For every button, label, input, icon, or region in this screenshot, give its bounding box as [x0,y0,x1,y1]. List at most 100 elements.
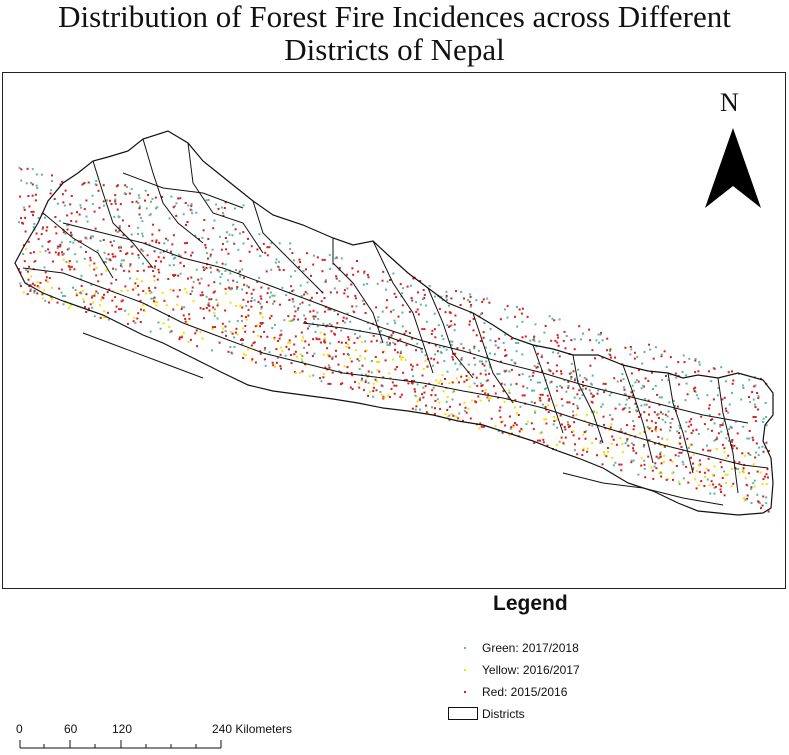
fire-point [221,243,224,245]
fire-point [198,238,200,241]
fire-point [95,274,98,277]
fire-point [603,423,605,426]
fire-point [483,364,486,367]
fire-point [288,339,291,342]
fire-point [640,457,643,460]
fire-point [340,383,342,386]
fire-point [313,352,316,355]
fire-point [687,425,690,428]
fire-point [452,414,455,417]
fire-point [364,379,367,382]
fire-point [382,397,385,400]
fire-point [400,350,402,353]
fire-point [204,243,207,246]
fire-point [406,285,409,288]
fire-point [62,252,65,255]
fire-point [327,367,330,370]
fire-point [290,285,293,288]
fire-point [536,365,539,368]
fire-point [272,364,275,367]
fire-point [224,201,227,204]
fire-point [254,325,257,328]
fire-point [658,396,661,399]
fire-point [422,298,424,300]
fire-point [459,363,462,366]
fire-point [724,380,727,383]
fire-point [394,322,397,325]
fire-point [568,372,571,375]
fire-point [553,416,556,418]
fire-point [367,381,370,384]
fire-point [391,381,394,384]
fire-point [542,441,545,444]
fire-point [138,196,141,199]
fire-point [709,492,712,495]
fire-point [596,454,598,457]
fire-point [530,422,533,425]
fire-point [98,206,101,209]
fire-point [329,267,332,270]
fire-point [271,327,274,329]
fire-point [721,422,724,425]
fire-point [229,346,232,348]
fire-point [173,205,176,208]
fire-point [121,299,124,302]
fire-point [582,447,585,450]
fire-point [572,414,575,417]
fire-point [141,220,144,223]
fire-point [533,339,536,342]
fire-point [716,436,718,439]
fire-point [401,325,404,328]
fire-point [244,325,247,327]
fire-point [609,350,612,352]
fire-point [610,391,613,394]
fire-point [615,443,618,446]
fire-point [361,364,364,367]
fire-point [590,392,593,395]
fire-point [565,390,568,393]
fire-point [386,322,389,325]
fire-point [196,345,199,348]
fire-point [57,245,59,248]
fire-point [381,279,384,282]
fire-point [142,262,144,265]
fire-point [375,339,378,342]
fire-point [61,180,64,183]
fire-point [732,482,735,485]
fire-point [304,340,307,343]
fire-point [630,391,633,394]
fire-point [179,272,182,275]
fire-point [239,275,242,278]
fire-point [251,296,253,299]
fire-point [33,290,36,292]
fire-point [209,255,212,258]
fire-point [415,301,418,304]
fire-point [403,332,406,335]
fire-point [482,331,485,334]
fire-point [158,241,161,244]
fire-point [264,347,267,350]
fire-point [114,296,117,299]
fire-point [652,477,655,480]
fire-point [198,282,201,285]
fire-point [221,212,224,214]
fire-point [242,357,245,359]
fire-point [628,411,631,413]
fire-point [162,322,165,325]
fire-point [182,314,185,317]
fire-point [609,356,612,359]
fire-point [201,236,204,239]
fire-point [387,337,390,340]
fire-point [488,399,490,402]
fire-point [328,366,331,369]
fire-point [45,279,48,282]
fire-point [275,361,278,364]
fire-point [394,368,397,371]
fire-point [499,360,502,363]
fire-point [69,304,72,307]
fire-point [572,387,575,390]
fire-point [720,366,723,369]
fire-point [414,408,417,411]
fire-point [567,426,570,428]
fire-point [479,422,482,425]
